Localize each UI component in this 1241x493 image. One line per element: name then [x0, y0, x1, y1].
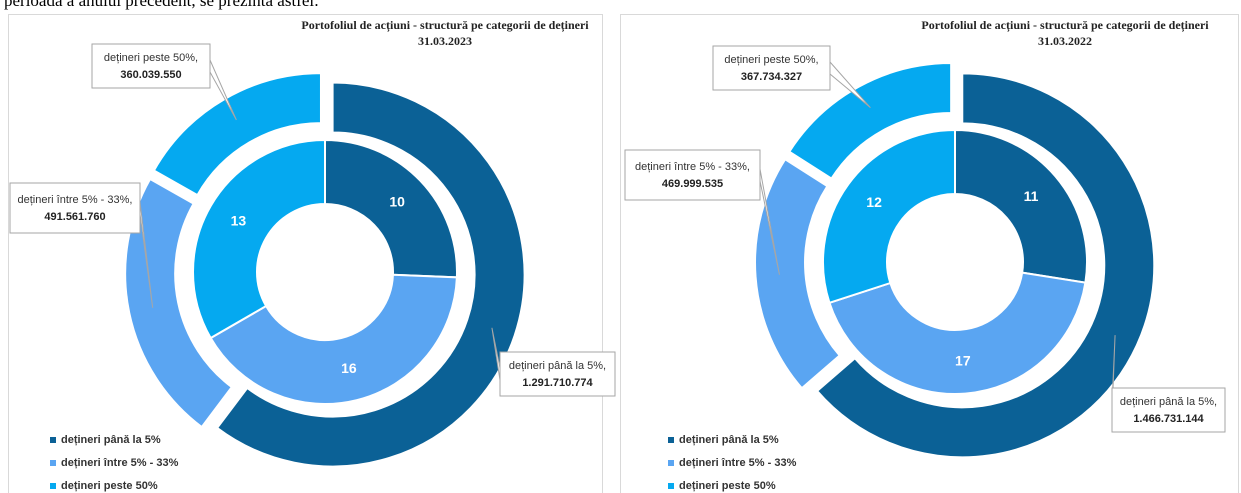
callout-label: dețineri până la 5%, — [1120, 396, 1217, 408]
inner-segment — [324, 138, 458, 279]
callout-box — [712, 45, 831, 91]
legend-swatch — [50, 483, 56, 489]
outer-segment — [152, 72, 322, 197]
legend-swatch — [668, 460, 674, 466]
data-label: 469.999.535 — [662, 178, 723, 190]
callout-label: dețineri peste 50%, — [104, 52, 198, 64]
outer-segment — [754, 157, 842, 390]
inner-segment — [209, 273, 458, 405]
inner-segment — [822, 128, 956, 305]
inner-segment — [828, 271, 1087, 395]
data-label: 11 — [1024, 188, 1039, 204]
data-label: 10 — [389, 193, 405, 209]
legend-swatch — [668, 483, 674, 489]
callout-label: dețineri peste 50%, — [724, 54, 818, 66]
legend-swatch — [50, 437, 56, 443]
data-label: 16 — [341, 360, 357, 376]
data-label: 360.039.550 — [120, 69, 181, 81]
legend-label: dețineri între 5% - 33% — [61, 457, 179, 469]
callout-label: dețineri între 5% - 33%, — [18, 194, 133, 206]
data-label: 1.291.710.774 — [522, 377, 593, 389]
chart-title: Portofoliul de acțiuni - structură pe ca… — [301, 18, 589, 33]
intro-text: perioada a anului precedent, se prezintă… — [4, 0, 319, 10]
callout-box — [624, 149, 761, 201]
inner-segment — [192, 138, 326, 340]
callout-label: dețineri între 5% - 33%, — [635, 161, 750, 173]
legend-label: dețineri până la 5% — [61, 434, 161, 446]
callout-box — [499, 351, 616, 397]
legend-label: dețineri peste 50% — [679, 480, 776, 492]
data-label: 367.734.327 — [741, 71, 802, 83]
data-label: 13 — [231, 213, 247, 229]
outer-segment — [787, 61, 953, 180]
chart-subtitle: 31.03.2022 — [1038, 34, 1092, 48]
legend-swatch — [668, 437, 674, 443]
callout-box — [1111, 387, 1226, 433]
outer-segment — [815, 72, 1156, 459]
inner-segment — [954, 128, 1088, 284]
legend-label: dețineri până la 5% — [679, 434, 779, 446]
data-label: 17 — [955, 352, 971, 368]
outer-segment — [215, 81, 526, 468]
data-label: 491.561.760 — [44, 211, 105, 223]
outer-segment — [124, 177, 234, 429]
legend-swatch — [50, 460, 56, 466]
data-label: 12 — [866, 194, 882, 210]
legend-label: dețineri între 5% - 33% — [679, 457, 797, 469]
data-label: 1.466.731.144 — [1133, 413, 1204, 425]
chart-subtitle: 31.03.2023 — [418, 34, 472, 48]
legend-label: dețineri peste 50% — [61, 480, 158, 492]
chart-title: Portofoliul de acțiuni - structură pe ca… — [921, 18, 1209, 33]
callout-box — [9, 182, 141, 234]
callout-box — [91, 43, 211, 89]
callout-label: dețineri până la 5%, — [509, 360, 606, 372]
